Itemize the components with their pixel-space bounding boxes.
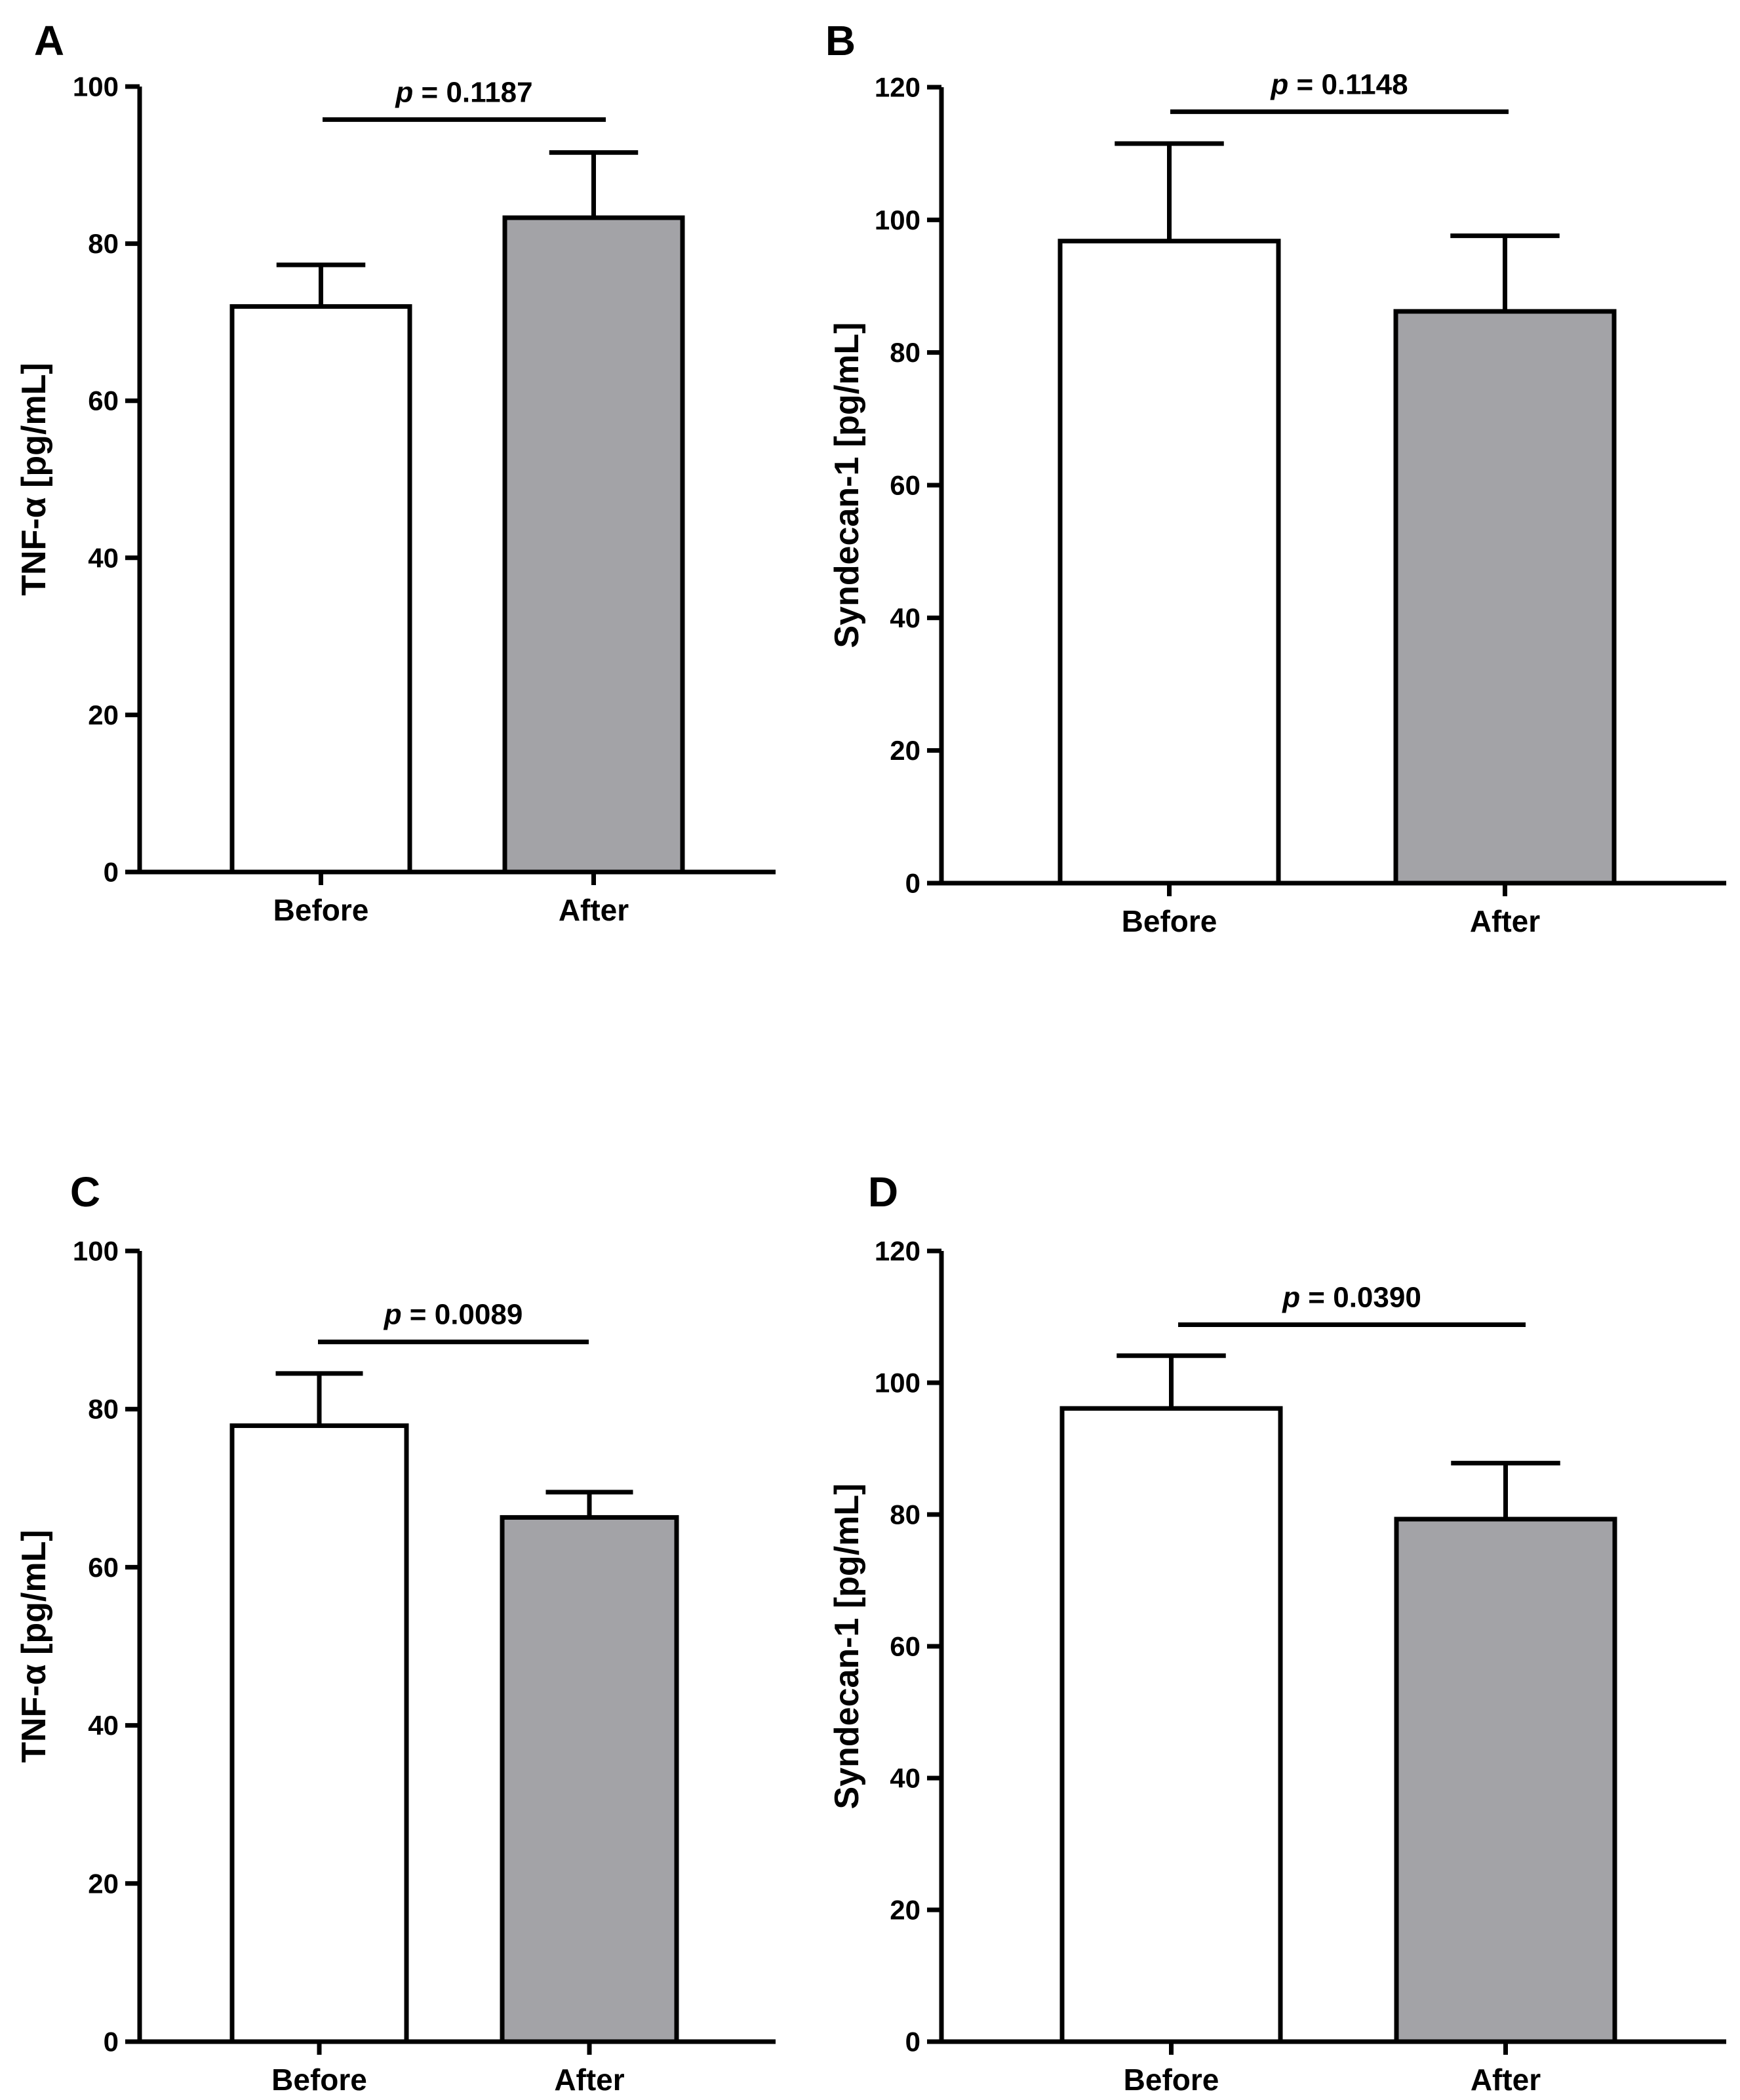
bar-before <box>229 304 412 875</box>
y-tick-label: 80 <box>890 1499 920 1530</box>
y-axis-label: TNF-α [pg/mL] <box>15 363 53 595</box>
p-symbol: p <box>384 1298 402 1330</box>
panel-a: A 0 20 40 60 80 100 TNF-α [pg/mL] Before After p =… <box>15 17 776 927</box>
bar-after <box>1393 309 1617 886</box>
p-value: = 0.0390 <box>1300 1281 1421 1313</box>
bar-after <box>500 1515 679 2044</box>
y-tick-label: 100 <box>73 71 119 102</box>
y-tick-label: 40 <box>890 603 920 633</box>
bar-before <box>229 1423 409 2044</box>
y-tick-label: 40 <box>890 1763 920 1794</box>
y-tick-label: 40 <box>88 542 119 573</box>
y-tick-label: 60 <box>88 1552 119 1583</box>
p-value: = 0.0089 <box>402 1298 523 1330</box>
y-tick-label: 20 <box>88 1868 119 1899</box>
y-tick-label: 20 <box>890 1895 920 1926</box>
p-value-label: p = 0.0390 <box>1282 1281 1421 1313</box>
x-tick-label: Before <box>1122 904 1217 938</box>
y-tick-label: 60 <box>890 470 920 501</box>
bar-after <box>1394 1516 1617 2044</box>
x-tick-label: After <box>554 2063 624 2097</box>
bar-after <box>502 215 685 875</box>
y-tick-label: 20 <box>890 735 920 766</box>
p-value-label: p = 0.1148 <box>1270 68 1408 100</box>
panel-letter: A <box>34 17 64 64</box>
y-axis-label: TNF-α [pg/mL] <box>15 1530 53 1762</box>
y-tick-label: 0 <box>905 2027 920 2057</box>
panel-letter: D <box>868 1168 898 1216</box>
y-tick-label: 60 <box>890 1631 920 1662</box>
y-tick-label: 0 <box>905 868 920 899</box>
p-value-label: p = 0.0089 <box>384 1298 523 1330</box>
x-tick-label: Before <box>271 2063 367 2097</box>
p-symbol: p <box>1270 68 1288 100</box>
p-symbol: p <box>395 76 413 108</box>
panel-b: B 0 20 40 60 80 100 120 Syndecan-1 [pg/mL] Before… <box>825 17 1726 938</box>
y-tick-label: 100 <box>875 1368 920 1398</box>
x-tick-label: After <box>559 893 629 927</box>
y-tick-label: 80 <box>88 228 119 259</box>
p-symbol: p <box>1282 1281 1300 1313</box>
x-tick-label: Before <box>273 893 369 927</box>
bar-before <box>1059 1406 1283 2044</box>
x-tick-label: After <box>1470 904 1540 938</box>
y-axis-label: Syndecan-1 [pg/mL] <box>828 1484 866 1810</box>
bar-before <box>1058 239 1281 886</box>
y-tick-label: 0 <box>104 2027 119 2057</box>
panel-letter: B <box>825 17 856 64</box>
y-tick-label: 80 <box>890 337 920 368</box>
x-tick-label: After <box>1471 2063 1541 2097</box>
y-tick-label: 120 <box>875 72 920 103</box>
panel-c: C 0 20 40 60 80 100 TNF-α [pg/mL] Before After p =… <box>15 1168 776 2097</box>
y-tick-label: 80 <box>88 1394 119 1425</box>
y-tick-label: 100 <box>73 1236 119 1267</box>
y-tick-label: 100 <box>875 205 920 235</box>
p-value: = 0.1148 <box>1288 68 1408 100</box>
panel-letter: C <box>70 1168 100 1216</box>
y-tick-label: 120 <box>875 1236 920 1267</box>
p-value-label: p = 0.1187 <box>395 76 532 108</box>
y-tick-label: 40 <box>88 1710 119 1741</box>
x-tick-label: Before <box>1124 2063 1219 2097</box>
y-tick-label: 20 <box>88 700 119 730</box>
y-tick-label: 0 <box>104 857 119 888</box>
panel-d: D 0 20 40 60 80 100 120 Syndecan-1 [pg/mL] Before… <box>828 1168 1726 2097</box>
y-axis-label: Syndecan-1 [pg/mL] <box>828 323 866 648</box>
p-value: = 0.1187 <box>413 76 532 108</box>
y-tick-label: 60 <box>88 386 119 416</box>
